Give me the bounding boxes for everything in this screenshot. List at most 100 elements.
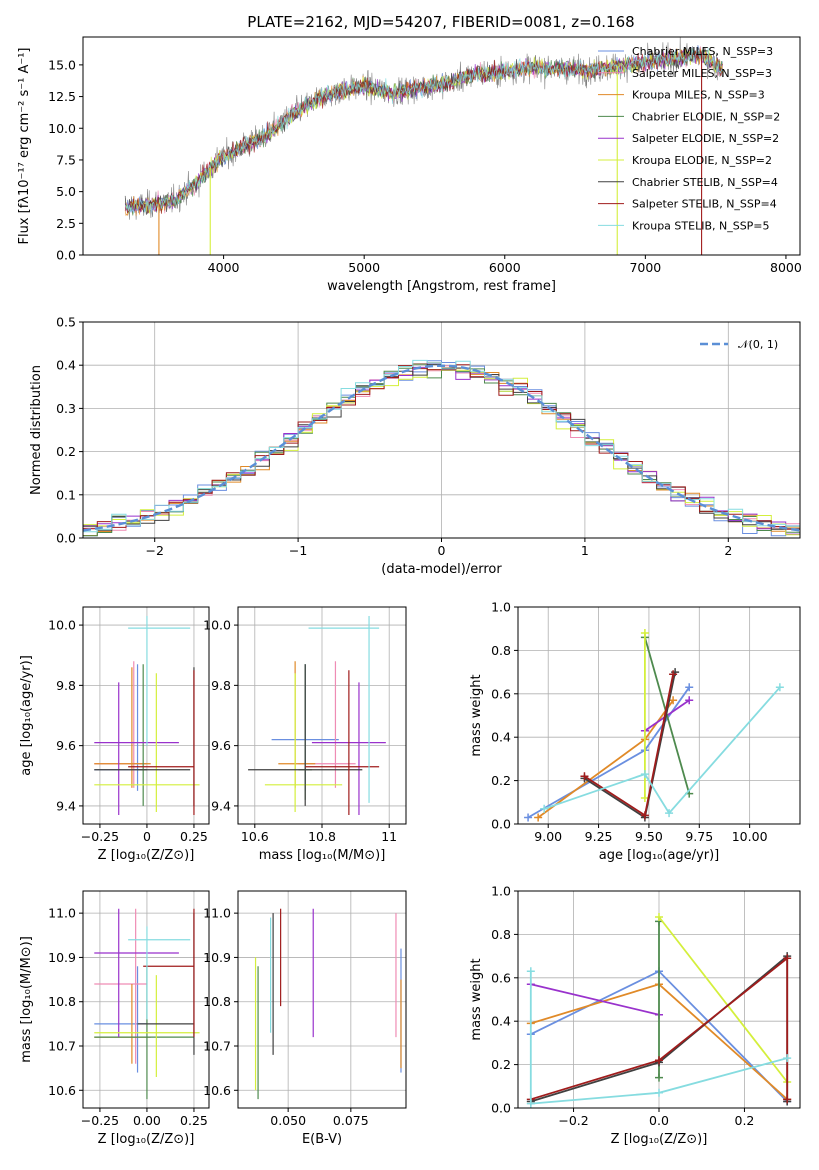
x-tick-label: 10.00 xyxy=(732,829,768,844)
x-tick-label: 0.25 xyxy=(180,829,208,844)
y-tick-label: 0.0 xyxy=(56,248,76,263)
x-tick-label: 10.6 xyxy=(241,829,269,844)
plot-area xyxy=(524,629,784,822)
y-tick-label: 10.9 xyxy=(48,950,76,965)
y-tick-label: 9.6 xyxy=(56,738,76,753)
x-tick-label: −0.25 xyxy=(81,829,119,844)
weight-marker xyxy=(640,629,649,638)
weight-marker xyxy=(783,954,792,963)
weight-marker xyxy=(640,811,649,820)
weight-marker xyxy=(526,1099,535,1108)
plot-area xyxy=(254,908,402,1100)
y-axis-label: mass weight xyxy=(469,674,484,756)
panel-weight_vs_age: 9.00 9.25 9.50 9.75 10.00 0.0 0.2 0.4 0.6 0.8 1.0 a… xyxy=(469,600,801,863)
x-tick-label: 6000 xyxy=(489,260,521,275)
weight-marker xyxy=(655,913,663,922)
y-tick-label: 10.8 xyxy=(48,994,76,1009)
weight-marker xyxy=(655,1056,663,1065)
x-axis-label: wavelength [Angstrom, rest frame] xyxy=(327,279,556,294)
weight-line-7 xyxy=(529,971,788,1105)
histogram-0 xyxy=(83,360,800,537)
y-tick-label: 10.0 xyxy=(48,618,76,633)
weight-marker xyxy=(685,696,694,705)
y-tick-label: 10.9 xyxy=(203,950,231,965)
plot-area xyxy=(94,616,200,815)
x-tick-label: 7000 xyxy=(629,260,661,275)
legend-label: Salpeter ELODIE, N_SSP=2 xyxy=(632,132,779,145)
y-tick-label: 2.5 xyxy=(56,216,76,231)
y-tick-label: 0.4 xyxy=(56,358,76,373)
weight-line-6 xyxy=(530,956,789,1101)
y-tick-label: 0.0 xyxy=(491,817,511,832)
y-axis-label: mass [log₁₀(M/M⊙)] xyxy=(19,936,34,1063)
x-axis-label: Z [log₁₀(Z/Z⊙)] xyxy=(611,1132,708,1147)
axes-frame xyxy=(82,890,210,1109)
legend-label: Salpeter MILES, N_SSP=3 xyxy=(632,67,772,80)
gaussian-curve xyxy=(83,364,800,532)
y-axis-label: mass weight xyxy=(469,958,484,1040)
y-tick-label: 9.8 xyxy=(56,678,76,693)
panel-age_vs_mass: 10.6 10.8 11 9.4 9.6 9.8 10.0 mass [log₁₀(M/M⊙)… xyxy=(203,606,407,863)
x-tick-label: 8000 xyxy=(770,260,802,275)
y-tick-label: 10.8 xyxy=(203,994,231,1009)
legend-label: Salpeter STELIB, N_SSP=4 xyxy=(632,198,777,211)
model-spectrum-6 xyxy=(124,47,723,215)
x-tick-label: 9.50 xyxy=(635,829,663,844)
legend-label: Chabrier ELODIE, N_SSP=2 xyxy=(632,110,780,123)
panel-spectrum: 4000 5000 6000 7000 8000 0.0 2.5 5.0 7.5 10.0 12.5… xyxy=(17,36,802,294)
y-tick-label: 10.0 xyxy=(203,618,231,633)
legend-label: Kroupa ELODIE, N_SSP=2 xyxy=(632,154,772,167)
y-tick-label: 10.7 xyxy=(48,1039,76,1054)
x-axis-label: Z [log₁₀(Z/Z⊙)] xyxy=(98,1132,195,1147)
y-tick-label: 0.6 xyxy=(491,686,511,701)
weight-marker xyxy=(655,1088,663,1097)
x-tick-label: 0 xyxy=(438,543,446,558)
y-tick-label: 10.7 xyxy=(203,1039,231,1054)
y-tick-label: 1.0 xyxy=(491,884,511,899)
x-tick-label: 9.25 xyxy=(585,829,613,844)
axes-frame xyxy=(237,606,407,825)
panel-weight_vs_Z: −0.2 0.0 0.2 0.0 0.2 0.4 0.6 0.8 1.0 Z [log₁₀(Z/Z… xyxy=(469,884,801,1147)
weight-marker xyxy=(524,813,533,822)
legend-label: Chabrier STELIB, N_SSP=4 xyxy=(632,176,778,189)
weight-marker xyxy=(655,1073,663,1082)
y-tick-label: 0.8 xyxy=(491,643,511,658)
x-tick-label: 1 xyxy=(581,543,589,558)
x-tick-label: 0.25 xyxy=(180,1113,208,1128)
y-axis-label: Flux [fλ10⁻¹⁷ erg cm⁻² s⁻¹ A⁻¹] xyxy=(17,48,32,245)
y-tick-label: 0.5 xyxy=(56,315,76,330)
axes-frame xyxy=(82,321,801,539)
weight-marker xyxy=(640,770,649,779)
weight-marker xyxy=(669,670,678,679)
weight-marker xyxy=(665,809,674,818)
y-tick-label: 0.1 xyxy=(56,487,76,502)
panel-age_vs_Z: −0.25 0 0.25 9.4 9.6 9.8 10.0 Z [log₁₀(Z/Z⊙)] ag… xyxy=(19,606,210,863)
y-tick-label: 15.0 xyxy=(48,57,76,72)
x-tick-label: 5000 xyxy=(348,260,380,275)
axes-frame xyxy=(517,606,801,825)
weight-marker xyxy=(534,813,543,822)
panel-mass_vs_ebv: 0.050 0.075 10.6 10.7 10.8 10.9 11.0 E(B-V) xyxy=(203,890,407,1147)
y-tick-label: 10.6 xyxy=(48,1083,76,1098)
legend-label: Kroupa MILES, N_SSP=3 xyxy=(632,89,765,102)
y-tick-label: 0.4 xyxy=(491,1014,511,1029)
axes-frame xyxy=(237,890,407,1109)
model-spectrum-8 xyxy=(124,47,723,214)
weight-line-2 xyxy=(530,983,660,1016)
plot-area xyxy=(124,37,723,255)
y-tick-label: 9.8 xyxy=(211,678,231,693)
x-tick-label: 0.050 xyxy=(270,1113,306,1128)
x-tick-label: 0.2 xyxy=(735,1113,755,1128)
weight-line-4 xyxy=(658,916,788,1083)
x-tick-label: 0.0 xyxy=(649,1113,669,1128)
y-tick-label: 9.4 xyxy=(211,798,231,813)
panel-residuals: −2 −1 0 1 2 0.0 0.1 0.2 0.3 0.4 0.5 (data-model)/er… xyxy=(29,315,801,577)
y-tick-label: 0.2 xyxy=(491,1057,511,1072)
weight-marker xyxy=(783,1095,792,1104)
chart-title: PLATE=2162, MJD=54207, FIBERID=0081, z=0… xyxy=(247,13,634,31)
y-tick-label: 0.0 xyxy=(491,1101,511,1116)
x-tick-label: 2 xyxy=(724,543,732,558)
weight-marker xyxy=(685,683,694,692)
x-tick-label: −0.2 xyxy=(558,1113,588,1128)
